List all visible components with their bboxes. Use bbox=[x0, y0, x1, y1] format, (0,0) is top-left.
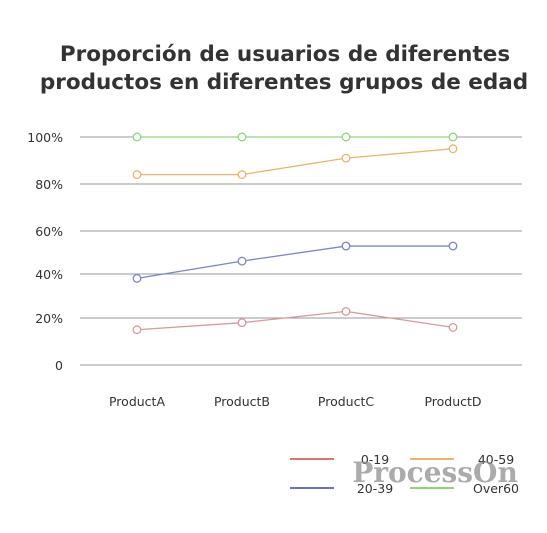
y-tick-label: 40% bbox=[35, 267, 63, 282]
data-point bbox=[341, 153, 351, 163]
series-line bbox=[137, 148, 454, 176]
legend-label: 0-19 bbox=[361, 452, 389, 467]
series-line bbox=[136, 310, 454, 331]
legend-label: 20-39 bbox=[357, 481, 393, 496]
data-point bbox=[448, 322, 458, 332]
data-point bbox=[132, 132, 142, 142]
legend-item-Over60: Over60 bbox=[410, 481, 519, 496]
x-tick-label: ProductA bbox=[109, 394, 165, 409]
legend-item-40-59: 40-59 bbox=[410, 452, 514, 467]
data-point bbox=[237, 170, 247, 180]
chart-title-line-1: Proporción de usuarios de diferentes bbox=[60, 42, 510, 67]
legend-label: Over60 bbox=[473, 481, 519, 496]
data-point bbox=[341, 306, 351, 316]
data-point bbox=[132, 273, 142, 283]
series-0-19 bbox=[132, 306, 458, 335]
data-point bbox=[448, 241, 458, 251]
series bbox=[132, 132, 458, 335]
legend-item-0-19: 0-19 bbox=[290, 452, 389, 467]
data-point bbox=[341, 241, 351, 251]
series-line bbox=[136, 245, 453, 280]
legend-label: 40-59 bbox=[478, 452, 514, 467]
series-Over60 bbox=[132, 132, 458, 142]
series-20-39 bbox=[132, 241, 458, 283]
legend-item-20-39: 20-39 bbox=[290, 481, 393, 496]
series-40-59 bbox=[132, 144, 458, 180]
data-point bbox=[448, 144, 458, 154]
chart-title-line-2: productos en diferentes grupos de edad bbox=[40, 70, 528, 95]
data-point bbox=[341, 132, 351, 142]
x-tick-label: ProductC bbox=[318, 394, 374, 409]
data-point bbox=[448, 132, 458, 142]
y-tick-label: 80% bbox=[35, 177, 63, 192]
y-tick-label: 100% bbox=[27, 130, 63, 145]
y-tick-label: 60% bbox=[35, 224, 63, 239]
legend: 0-19 40-59 20-39 Over60 bbox=[290, 452, 519, 496]
data-point bbox=[237, 132, 247, 142]
y-tick-label: 0 bbox=[55, 358, 63, 373]
x-tick-label: ProductB bbox=[214, 394, 270, 409]
y-axis: 0 20% 40% 60% 80% 100% bbox=[27, 130, 63, 373]
data-point bbox=[237, 256, 247, 266]
data-point bbox=[132, 325, 142, 335]
x-axis: ProductA ProductB ProductC ProductD bbox=[109, 394, 482, 409]
data-point bbox=[132, 170, 142, 180]
x-tick-label: ProductD bbox=[424, 394, 481, 409]
watermark: ProcessOn bbox=[352, 456, 518, 489]
data-point bbox=[237, 318, 247, 328]
y-tick-label: 20% bbox=[35, 311, 63, 326]
